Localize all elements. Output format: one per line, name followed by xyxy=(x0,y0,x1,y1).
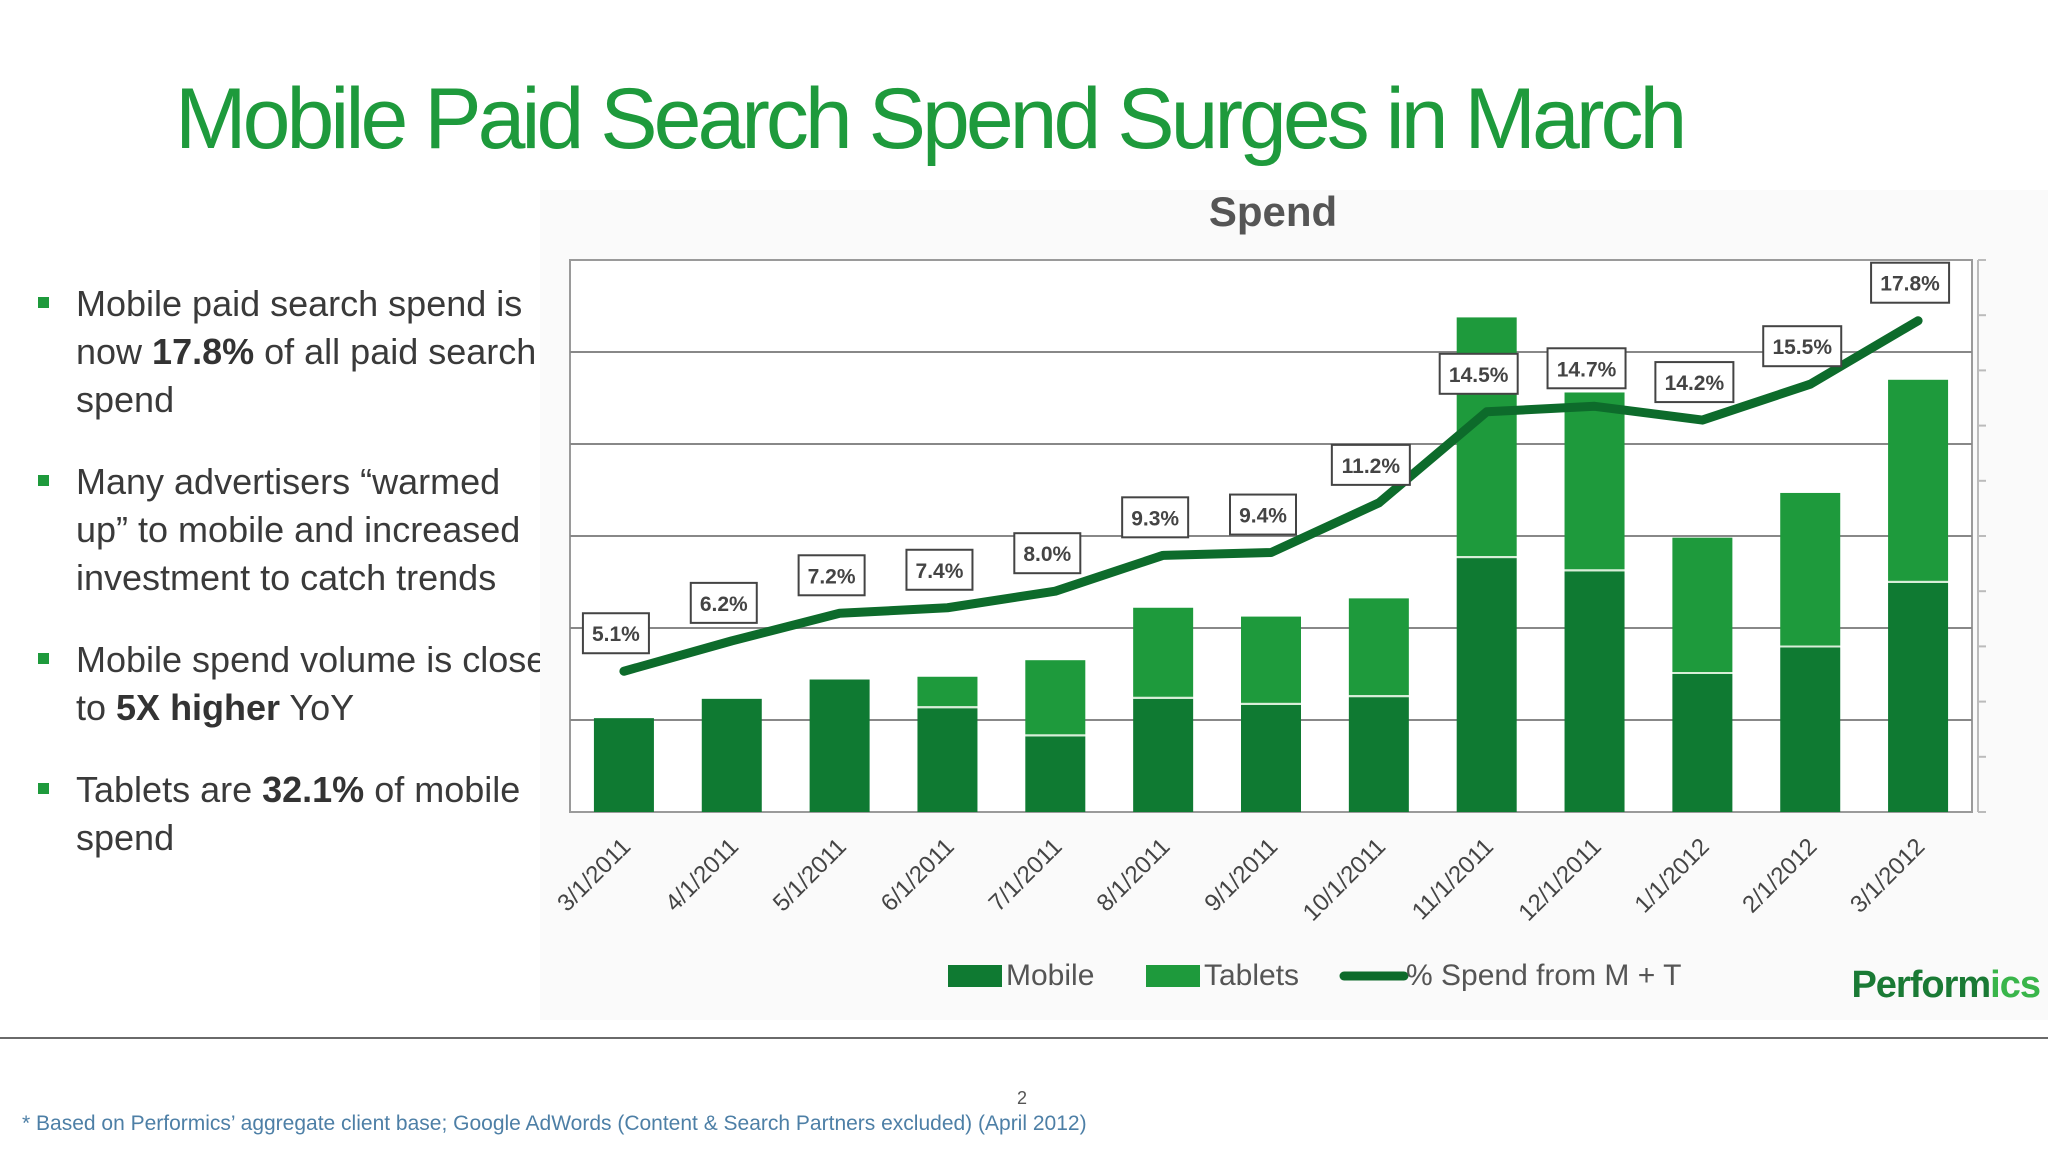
data-label-box xyxy=(1330,443,1411,486)
bar-tablets xyxy=(1672,537,1733,672)
data-label: 8.0% xyxy=(1023,543,1071,566)
bar-tablets xyxy=(1564,392,1625,570)
bar-mobile xyxy=(1348,697,1409,812)
legend-label-tablets: Tablets xyxy=(1204,959,1299,992)
data-label-box xyxy=(1870,261,1951,304)
footer-divider xyxy=(0,1037,2048,1039)
bar-tablets xyxy=(917,676,978,707)
data-label: 14.5% xyxy=(1449,364,1509,387)
x-tick-label: 7/1/2011 xyxy=(984,833,1068,917)
data-label-box xyxy=(1438,352,1519,395)
bar-tablets xyxy=(1780,492,1841,646)
bullet-item: Mobile spend volume is close to 5X highe… xyxy=(36,636,556,732)
bullet-text: Many advertisers “warmed up” to mobile a… xyxy=(76,461,521,598)
data-label-box xyxy=(1762,325,1843,368)
x-tick-label: 3/1/2011 xyxy=(552,833,636,917)
data-label-box xyxy=(1654,361,1735,404)
slide-title: Mobile Paid Search Spend Surges in March xyxy=(175,71,1687,167)
data-label: 17.8% xyxy=(1880,273,1940,296)
bullet-emphasis: 5X higher xyxy=(116,687,281,728)
logo-text-main: Perform xyxy=(1851,964,1990,1006)
x-tick-label: 2/1/2012 xyxy=(1737,833,1822,918)
bullet-emphasis: 17.8% xyxy=(152,331,255,372)
bar-mobile xyxy=(1241,704,1301,812)
x-tick-label: 4/1/2011 xyxy=(660,833,744,917)
data-label: 7.4% xyxy=(916,560,964,583)
bar-tablets xyxy=(1888,379,1949,581)
bullet-square-icon xyxy=(38,475,49,486)
data-label: 15.5% xyxy=(1772,336,1832,359)
data-label: 14.2% xyxy=(1665,372,1725,395)
data-label-box xyxy=(1013,532,1082,575)
bar-mobile xyxy=(593,718,654,812)
bullet-text: of mobile spend xyxy=(76,769,521,858)
x-tick-label: 5/1/2011 xyxy=(768,833,852,917)
bullet-emphasis: 32.1% xyxy=(262,769,365,810)
logo-text-accent: ics xyxy=(1990,964,2040,1006)
spend-chart: Spend 5.1% 6.2% 7.2% 7.4% 8.0% 9.3% 9.4% 11.2% 14… xyxy=(552,190,2041,1006)
legend-label-mobile: Mobile xyxy=(1006,959,1094,992)
data-label: 14.7% xyxy=(1557,358,1617,381)
data-label: 7.2% xyxy=(808,565,856,588)
spend-chart-panel: Spend 5.1% 6.2% 7.2% 7.4% 8.0% 9.3% 9.4% 11.2% 14… xyxy=(540,190,2048,1020)
bar-mobile xyxy=(917,708,978,812)
data-label-box xyxy=(689,581,758,624)
data-label: 6.2% xyxy=(700,593,748,616)
performics-logo: Performics xyxy=(1851,964,2040,1006)
bullet-square-icon xyxy=(38,783,49,794)
bullet-text: YoY xyxy=(280,687,355,728)
data-label-box xyxy=(1546,347,1627,390)
data-label-box xyxy=(1229,493,1297,536)
bullet-list: Mobile paid search spend is now 17.8% of… xyxy=(36,280,556,896)
x-tick-label: 10/1/2011 xyxy=(1298,833,1391,926)
legend-swatch-tablets xyxy=(1146,965,1200,987)
bar-mobile xyxy=(1133,698,1194,812)
bar-mobile xyxy=(809,679,870,812)
data-label: 5.1% xyxy=(592,623,640,646)
data-label: 9.3% xyxy=(1131,507,1179,530)
bar-tablets xyxy=(1348,598,1409,696)
x-tick-label: 1/1/2012 xyxy=(1629,833,1714,918)
bar-mobile xyxy=(1672,674,1733,812)
bar-tablets xyxy=(1133,607,1194,697)
x-tick-label: 6/1/2011 xyxy=(876,833,960,917)
legend-label-line: % Spend from M + T xyxy=(1406,959,1681,992)
bullet-item: Many advertisers “warmed up” to mobile a… xyxy=(36,458,556,602)
bar-mobile xyxy=(1456,558,1517,812)
bullet-text: Mobile paid search spend is now xyxy=(76,283,523,372)
bullet-square-icon xyxy=(38,653,49,664)
data-label-box xyxy=(581,612,650,655)
chart-title: Spend xyxy=(1209,190,1337,235)
bullet-text: Tablets are xyxy=(76,769,263,810)
bullet-item: Tablets are 32.1% of mobile spend xyxy=(36,766,556,862)
bullet-text: of all paid search spend xyxy=(76,331,537,420)
bar-tablets xyxy=(1241,616,1301,703)
data-label-box xyxy=(1121,496,1190,539)
data-label-box xyxy=(797,554,866,597)
x-tick-label: 9/1/2011 xyxy=(1199,833,1283,917)
bar-mobile xyxy=(1564,571,1625,812)
x-tick-label: 12/1/2011 xyxy=(1513,833,1606,926)
bullet-square-icon xyxy=(38,297,49,308)
bar-mobile xyxy=(1888,582,1949,812)
x-tick-label: 11/1/2011 xyxy=(1407,833,1499,925)
bar-mobile xyxy=(1025,736,1086,812)
footnote: * Based on Performics’ aggregate client … xyxy=(22,1112,1087,1135)
data-label: 11.2% xyxy=(1342,455,1401,478)
bar-tablets xyxy=(1025,660,1086,735)
bar-mobile xyxy=(701,698,762,812)
line-spend-pct xyxy=(619,316,1923,676)
bar-mobile xyxy=(1780,647,1841,812)
bullet-text: Mobile spend volume is close to xyxy=(76,639,547,728)
data-label: 9.4% xyxy=(1239,505,1287,528)
x-tick-label: 3/1/2012 xyxy=(1845,833,1930,918)
data-label-box xyxy=(905,548,974,591)
page-number: 2 xyxy=(1017,1088,1028,1108)
x-tick-label: 8/1/2011 xyxy=(1092,833,1176,917)
bullet-item: Mobile paid search spend is now 17.8% of… xyxy=(36,280,556,424)
legend-swatch-mobile xyxy=(948,965,1002,987)
